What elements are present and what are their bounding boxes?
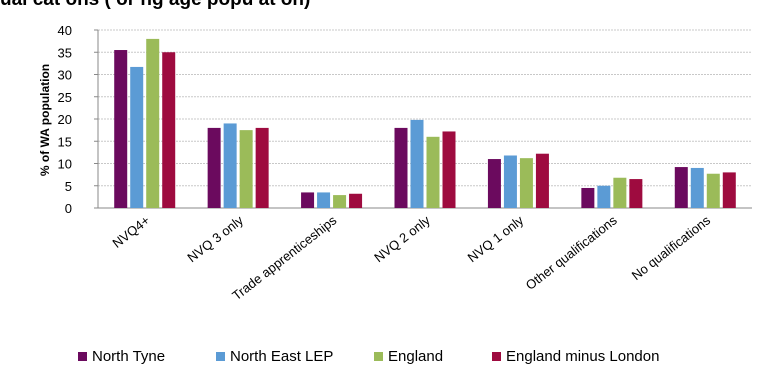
legend-label-3: England minus London [506,348,659,365]
y-tick-label: 0 [65,201,72,216]
bar-5-3 [629,179,643,208]
bar-2-2 [333,195,347,208]
bar-0-3 [162,52,176,208]
y-tick-label: 10 [58,157,72,172]
bar-5-1 [597,185,611,208]
bar-4-0 [487,159,501,208]
legend: North Tyne North East LEP England England m… [78,348,659,365]
bar-3-0 [394,127,408,208]
bar-3-3 [442,131,456,208]
category-label: NVQ 2 only [371,212,433,265]
legend-label-2: England [388,348,443,365]
bar-3-1 [410,119,424,208]
category-label: Trade apprenticeships [229,212,340,303]
y-tick-label: 35 [58,45,72,60]
bar-0-1 [130,66,144,208]
chart-title-clipped: ual cat ons ( or ng age popu at on) [0,0,310,10]
bar-2-1 [317,192,331,208]
bar-6-0 [674,167,688,208]
legend-swatch-2 [374,352,383,361]
bar-1-1 [223,123,237,208]
bar-4-1 [503,155,517,208]
category-label: Other qualifications [523,212,620,293]
bar-1-3 [255,127,269,208]
bar-6-1 [690,167,704,208]
legend-swatch-3 [492,352,501,361]
bar-3-2 [426,136,440,208]
y-tick-label: 40 [58,23,72,38]
category-label: NVQ4+ [109,213,152,251]
axes [94,29,752,209]
category-label: NVQ 3 only [184,212,246,265]
bar-5-2 [613,177,627,208]
legend-label-1: North East LEP [230,348,333,365]
bar-4-3 [535,153,549,208]
bar-5-0 [581,187,595,208]
bar-1-0 [207,127,221,208]
bar-6-2 [706,173,720,208]
bar-6-3 [722,172,736,208]
bars [114,38,736,209]
bar-2-0 [301,192,315,208]
y-tick-labels: 0 5 10 15 20 25 30 35 40 [58,23,72,216]
bar-4-2 [519,158,533,208]
bar-2-3 [349,193,363,208]
bar-0-2 [146,38,160,209]
y-tick-label: 20 [58,112,72,127]
category-label: NVQ 1 only [465,212,527,265]
y-tick-label: 15 [58,134,72,149]
bar-0-0 [114,50,128,209]
gridlines [98,29,752,187]
legend-label-0: North Tyne [92,348,165,365]
y-tick-label: 25 [58,90,72,105]
category-label: No qualifications [629,212,714,283]
y-axis-title: % of WA population [38,64,52,176]
y-tick-label: 30 [58,68,72,83]
legend-swatch-0 [78,352,87,361]
y-tick-label: 5 [65,179,72,194]
legend-swatch-1 [216,352,225,361]
bar-1-2 [239,130,253,208]
